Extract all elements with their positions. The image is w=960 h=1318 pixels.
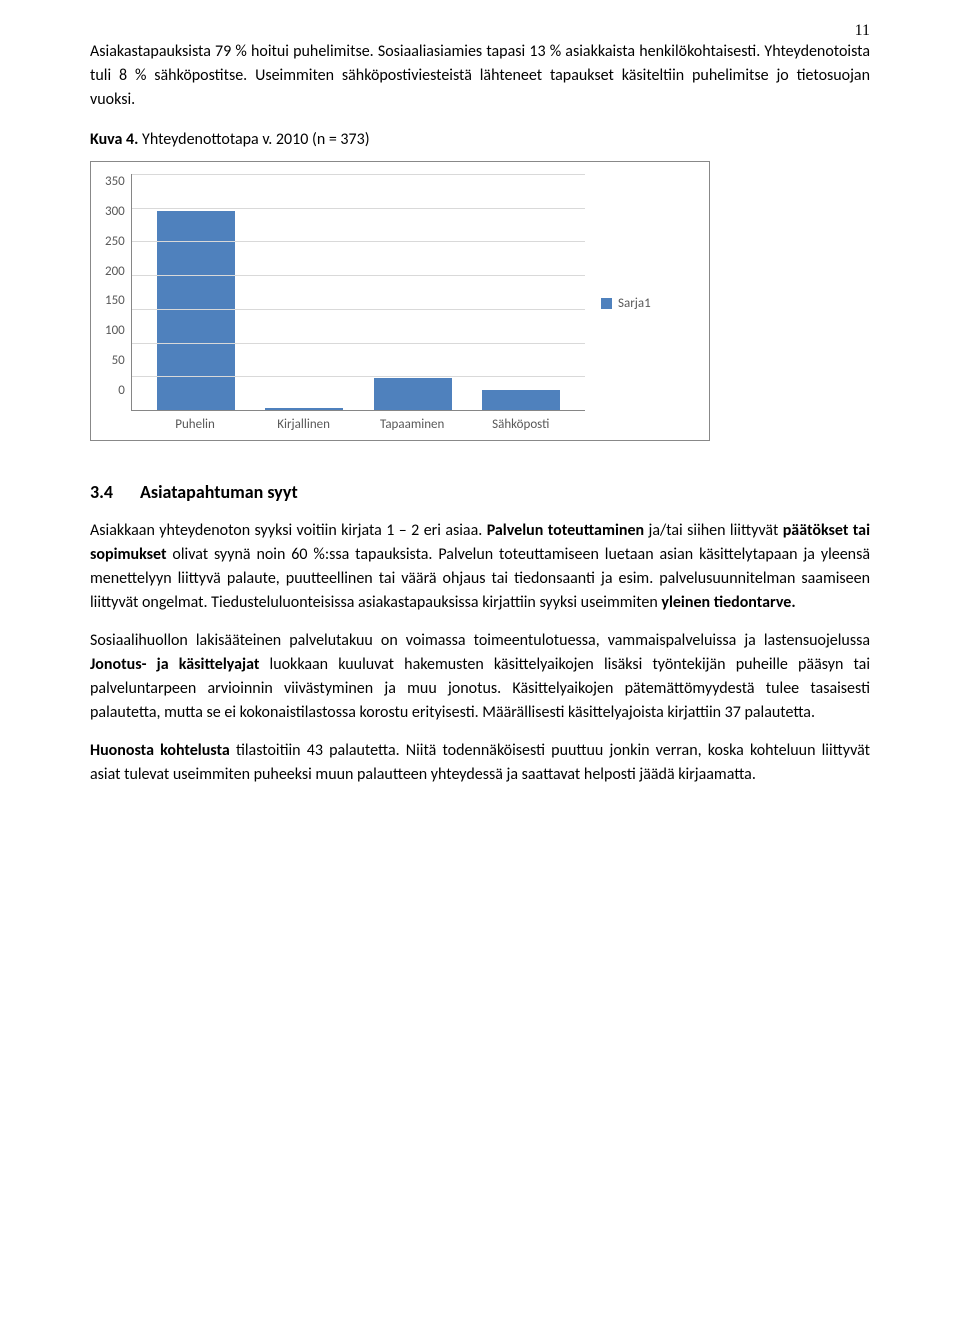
ytick: 350 [105,174,125,189]
bar-chart: 350 300 250 200 150 100 50 0 PuhelinKirj… [90,161,710,441]
bold-text: Jonotus- ja käsittelyajat [90,655,259,674]
x-tick-label: Kirjallinen [249,417,358,432]
figure-title-rest: Yhteydenottotapa v. 2010 (n = 373) [138,130,369,149]
ytick: 300 [105,204,125,219]
ytick: 250 [105,234,125,249]
bar-slot [358,174,466,410]
x-tick-label: Tapaaminen [358,417,467,432]
gridline [132,275,585,276]
bar-slot [142,174,250,410]
ytick: 200 [105,264,125,279]
page-number: 11 [855,22,870,40]
plot-wrap: PuhelinKirjallinenTapaaminenSähköposti [131,174,585,432]
x-axis-labels: PuhelinKirjallinenTapaaminenSähköposti [131,411,585,432]
chart-bar [265,408,343,410]
section-title: Asiatapahtuman syyt [140,481,298,503]
ytick: 0 [105,383,125,398]
gridline [132,208,585,209]
section-heading: 3.4Asiatapahtuman syyt [90,481,870,503]
legend-swatch [601,298,612,309]
ytick: 50 [105,353,125,368]
paragraph-intro: Asiakastapauksista 79 % hoitui puhelimit… [90,40,870,112]
bar-slot [467,174,575,410]
gridline [132,174,585,175]
chart-bar [482,390,560,410]
y-axis-labels: 350 300 250 200 150 100 50 0 [105,174,131,398]
section-number: 3.4 [90,481,140,503]
plot-area [131,174,585,411]
x-tick-label: Sähköposti [466,417,575,432]
paragraph-2: Asiakkaan yhteydenoton syyksi voitiin ki… [90,519,870,615]
bold-text: Huonosta kohtelusta [90,741,230,760]
chart-bar [374,378,452,410]
paragraph-4: Huonosta kohtelusta tilastoitiin 43 pala… [90,739,870,787]
x-tick-label: Puhelin [141,417,250,432]
figure-caption: Kuva 4. Yhteydenottotapa v. 2010 (n = 37… [90,130,870,149]
gridline [132,376,585,377]
bold-text: Palvelun toteuttaminen [487,521,644,540]
ytick: 150 [105,293,125,308]
bar-slot [250,174,358,410]
bold-text: yleinen tiedontarve. [661,593,795,612]
legend-item: Sarja1 [601,296,651,311]
chart-area: 350 300 250 200 150 100 50 0 PuhelinKirj… [105,174,585,432]
gridline [132,309,585,310]
bars-container [132,174,585,410]
text: Asiakkaan yhteydenoton syyksi voitiin ki… [90,521,487,540]
ytick: 100 [105,323,125,338]
text: ja/tai siihen liittyvät [644,521,783,540]
gridline [132,241,585,242]
paragraph-3: Sosiaalihuollon lakisääteinen palvelutak… [90,629,870,725]
legend-label: Sarja1 [618,296,651,311]
document-page: 11 Asiakastapauksista 79 % hoitui puheli… [0,0,960,1318]
figure-label: Kuva 4. [90,130,138,149]
gridline [132,343,585,344]
chart-legend: Sarja1 [585,174,695,432]
text: Sosiaalihuollon lakisääteinen palvelutak… [90,631,870,650]
